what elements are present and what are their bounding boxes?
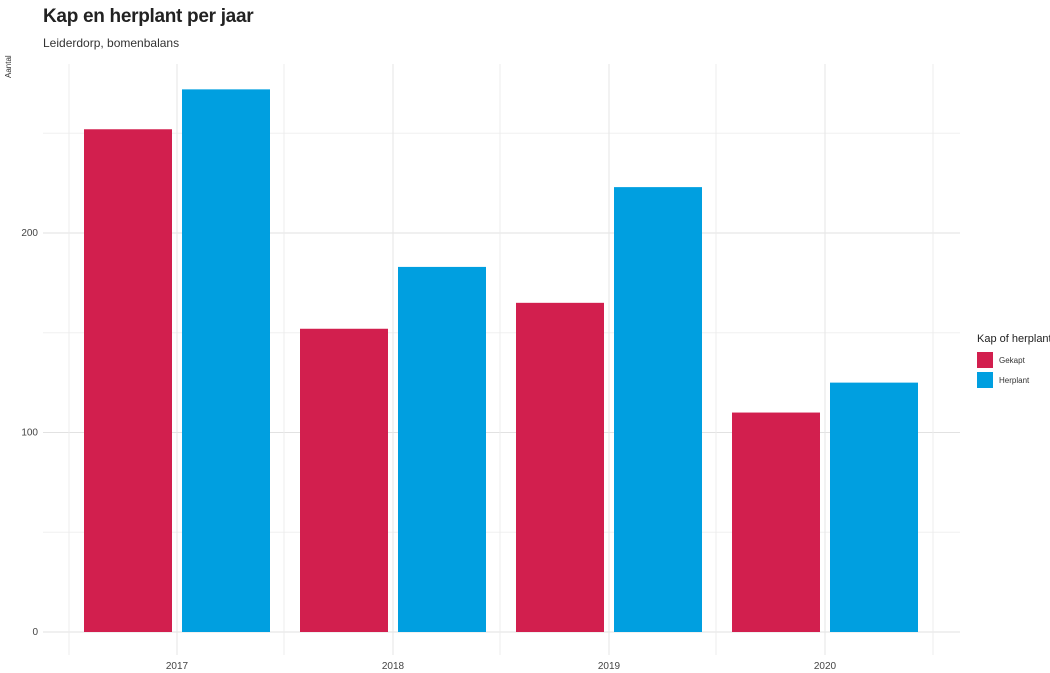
bar-gekapt-2017 xyxy=(84,129,172,632)
legend: Kap of herplant Gekapt Herplant xyxy=(977,333,1050,391)
legend-item-gekapt: Gekapt xyxy=(977,351,1050,369)
legend-swatch-herplant xyxy=(977,372,993,388)
chart-title: Kap en herplant per jaar xyxy=(43,6,254,27)
bar-gekapt-2018 xyxy=(300,328,388,632)
bar-herplant-2018 xyxy=(398,266,486,632)
bar-chart: 2017 2018 2019 2020 0 100 200 xyxy=(21,64,960,672)
x-tick-label: 2020 xyxy=(814,661,837,672)
x-tick-label: 2017 xyxy=(166,661,189,672)
bar-herplant-2017 xyxy=(182,89,270,633)
chart-subtitle: Leiderdorp, bomenbalans xyxy=(43,36,180,50)
y-tick-label: 100 xyxy=(21,428,38,439)
legend-label-gekapt: Gekapt xyxy=(999,355,1025,365)
legend-swatch-gekapt xyxy=(977,352,993,368)
y-tick-label: 200 xyxy=(21,228,38,239)
bar-herplant-2020 xyxy=(830,382,918,632)
legend-label-herplant: Herplant xyxy=(999,375,1030,385)
legend-title: Kap of herplant xyxy=(977,333,1050,345)
x-tick-label: 2018 xyxy=(382,661,405,672)
y-tick-label: 0 xyxy=(32,627,38,638)
bar-gekapt-2019 xyxy=(516,302,604,632)
bar-herplant-2019 xyxy=(614,187,702,633)
bar-gekapt-2020 xyxy=(732,412,820,632)
legend-item-herplant: Herplant xyxy=(977,371,1050,389)
x-tick-label: 2019 xyxy=(598,661,621,672)
